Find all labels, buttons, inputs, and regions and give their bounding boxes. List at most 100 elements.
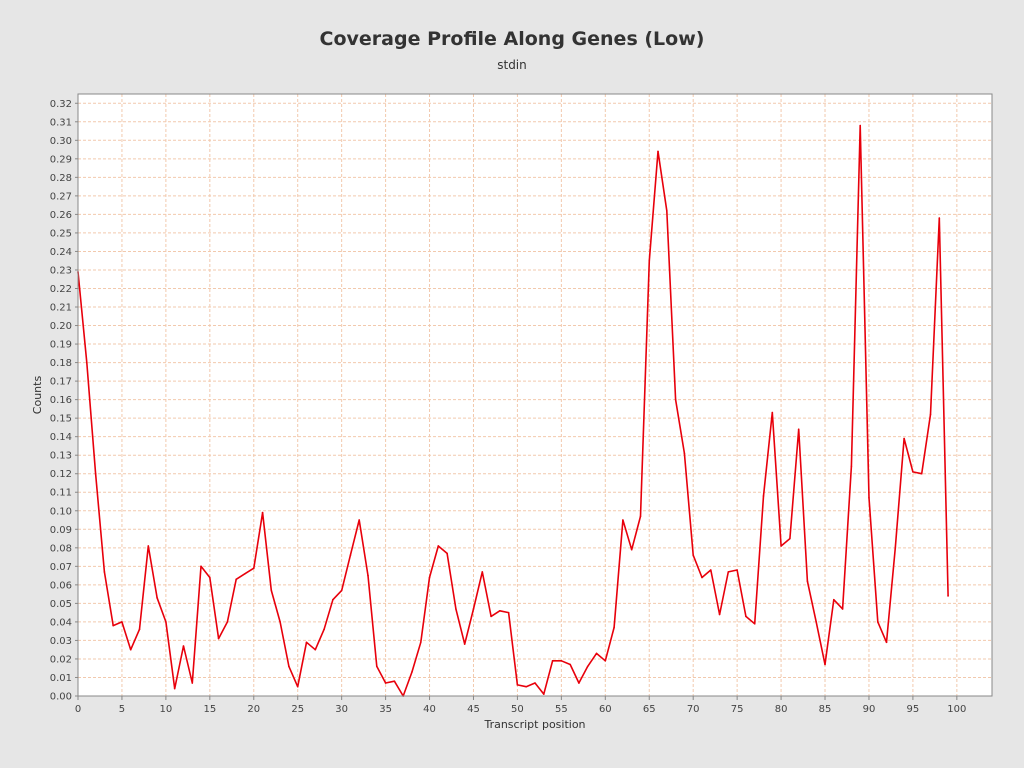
y-tick-label: 0.11 — [50, 488, 72, 499]
x-tick-label: 10 — [160, 704, 173, 715]
data-point — [296, 685, 299, 688]
data-point — [692, 554, 694, 557]
data-point — [613, 626, 615, 629]
data-point — [376, 665, 378, 668]
data-point — [569, 663, 571, 666]
data-point — [332, 598, 334, 601]
data-point — [771, 411, 774, 414]
data-point — [534, 682, 536, 684]
data-point — [305, 641, 308, 644]
data-point — [876, 621, 879, 623]
data-point — [358, 519, 361, 521]
data-point — [173, 687, 176, 690]
data-point — [674, 398, 677, 401]
data-point — [639, 515, 642, 518]
data-point — [894, 547, 897, 549]
data-point — [472, 608, 475, 610]
data-point — [463, 643, 466, 645]
x-tick-label: 80 — [775, 704, 788, 715]
y-tick-label: 0.05 — [50, 599, 72, 610]
data-point — [481, 571, 484, 573]
chart-subtitle: stdin — [497, 58, 527, 72]
y-tick-label: 0.25 — [50, 228, 72, 239]
data-point — [789, 537, 791, 540]
grid-lines — [77, 94, 992, 697]
y-axis: 0.00 0.01 0.02 0.03 0.04 0.05 0.06 0.07 0.08 0.09… — [50, 99, 78, 703]
data-point — [912, 471, 914, 473]
data-point — [753, 622, 756, 625]
y-tick-label: 0.06 — [50, 580, 72, 591]
plot-border — [77, 93, 993, 697]
data-point — [279, 621, 281, 623]
y-tick-label: 0.16 — [50, 395, 72, 406]
data-point — [270, 589, 273, 592]
x-tick-label: 20 — [247, 704, 260, 715]
data-points — [77, 124, 949, 697]
data-point — [244, 572, 246, 575]
x-tick-label: 40 — [423, 704, 436, 715]
data-point — [323, 628, 325, 631]
data-point — [797, 428, 800, 431]
data-point — [340, 589, 343, 592]
data-point — [103, 571, 106, 573]
data-point — [604, 660, 607, 662]
data-point — [833, 598, 835, 601]
data-point — [525, 685, 528, 688]
data-point — [586, 665, 589, 668]
y-tick-label: 0.04 — [50, 617, 72, 628]
y-tick-label: 0.00 — [50, 692, 72, 703]
data-point — [490, 615, 492, 618]
data-point — [121, 621, 123, 623]
data-point — [314, 648, 317, 651]
data-point — [630, 548, 633, 551]
data-point — [595, 652, 598, 655]
data-point — [367, 574, 369, 577]
data-point — [841, 608, 844, 610]
data-point — [648, 259, 651, 262]
data-point — [542, 693, 545, 695]
y-tick-label: 0.01 — [50, 673, 72, 684]
x-tick-label: 100 — [947, 704, 966, 715]
data-point — [235, 578, 237, 581]
data-point — [850, 465, 853, 468]
data-point — [252, 567, 255, 569]
data-point — [147, 545, 150, 547]
data-point — [736, 569, 738, 571]
y-tick-label: 0.28 — [50, 173, 72, 184]
y-tick-label: 0.13 — [50, 451, 72, 462]
y-tick-label: 0.27 — [50, 191, 72, 202]
y-tick-label: 0.21 — [50, 303, 72, 314]
data-point — [200, 565, 202, 568]
data-point — [947, 595, 949, 597]
y-tick-label: 0.20 — [50, 321, 72, 332]
data-point — [727, 571, 730, 573]
data-point — [455, 608, 457, 610]
data-point — [349, 554, 352, 557]
data-point — [701, 576, 703, 579]
data-point — [709, 569, 712, 571]
x-tick-label: 65 — [643, 704, 656, 715]
data-point — [806, 580, 809, 582]
data-point — [815, 621, 818, 623]
y-tick-label: 0.14 — [50, 432, 72, 443]
y-tick-label: 0.24 — [50, 247, 72, 258]
data-point — [920, 472, 923, 475]
data-point — [384, 682, 387, 684]
data-point — [578, 682, 580, 684]
data-point — [428, 576, 431, 579]
y-tick-label: 0.10 — [50, 506, 72, 517]
y-tick-label: 0.12 — [50, 469, 72, 480]
x-axis-label: Transcript position — [483, 718, 585, 731]
data-point — [551, 660, 554, 662]
data-point — [868, 497, 870, 499]
data-point — [419, 641, 422, 644]
data-point — [903, 437, 905, 440]
x-tick-label: 15 — [203, 704, 216, 715]
y-tick-label: 0.22 — [50, 284, 72, 295]
y-tick-label: 0.17 — [50, 377, 72, 388]
data-point — [437, 545, 440, 547]
data-point — [683, 452, 686, 455]
x-tick-label: 35 — [379, 704, 392, 715]
y-tick-label: 0.30 — [50, 136, 72, 147]
